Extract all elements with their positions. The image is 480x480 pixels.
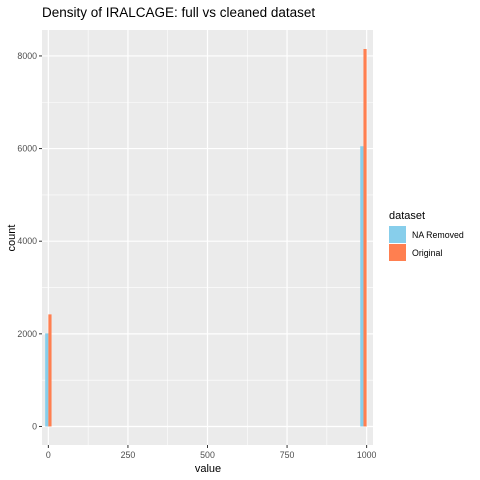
histogram-bar [360,146,364,427]
x-tick-label: 500 [200,450,215,460]
y-tick-label: 4000 [17,236,37,246]
y-axis: 0 2000 4000 6000 8000 [17,51,42,431]
grid [42,30,373,445]
legend-label: NA Removed [412,230,464,240]
x-tick-label: 1000 [357,450,377,460]
bars [45,48,367,427]
legend-key [389,244,406,261]
histogram-bar [48,314,52,427]
histogram-bar [363,48,367,427]
y-axis-title: count [6,225,18,252]
legend-key [389,226,406,243]
legend: dataset NA Removed Original [389,210,464,261]
x-tick-label: 250 [121,450,136,460]
chart-title: Density of IRALCAGE: full vs cleaned dat… [42,5,315,20]
x-tick-label: 750 [280,450,295,460]
histogram-bar [45,333,49,427]
y-tick-label: 6000 [17,144,37,154]
x-axis: 0 250 500 750 1000 [46,445,377,460]
y-tick-label: 2000 [17,329,37,339]
y-tick-label: 8000 [17,51,37,61]
x-tick-label: 0 [46,450,51,460]
x-axis-title: value [195,463,221,475]
y-tick-label: 0 [32,421,37,431]
legend-title: dataset [389,210,425,222]
legend-label: Original [412,248,442,258]
